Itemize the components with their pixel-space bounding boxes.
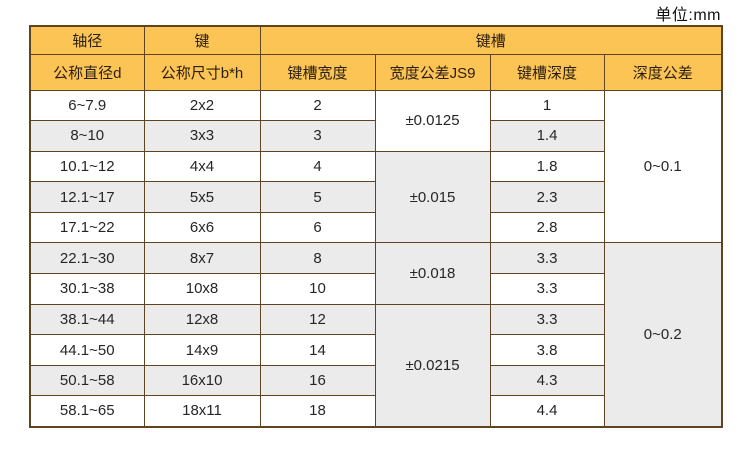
- table-row: 30.1~38 10x8 10 3.3: [29, 273, 722, 305]
- cell-keyway-width: 10: [259, 273, 376, 305]
- cell-keyway-depth: 3.3: [489, 242, 605, 275]
- cell-keyway-depth: 2.3: [489, 181, 605, 213]
- cell-keyway-depth: 4.3: [489, 364, 605, 397]
- header-col-depth-tolerance: 深度公差: [603, 53, 723, 91]
- table-row: 12.1~17 5x5 5 2.3: [29, 181, 722, 213]
- cell-key-size: 16x10: [143, 364, 261, 397]
- cell-diameter: 30.1~38: [29, 273, 145, 305]
- cell-keyway-depth: 1.8: [489, 150, 605, 183]
- cell-keyway-width: 5: [259, 181, 376, 213]
- cell-keyway-width: 12: [259, 303, 376, 336]
- cell-key-size: 3x3: [143, 120, 261, 152]
- cell-keyway-width: 14: [259, 334, 376, 366]
- header-col-keyway-width: 键槽宽度: [259, 53, 376, 91]
- table-body: 6~7.9 2x2 2 ±0.0125 1 0~0.1 8~10 3x3 3 1…: [29, 89, 723, 428]
- cell-key-size: 12x8: [143, 303, 261, 336]
- cell-diameter: 17.1~22: [29, 211, 145, 244]
- table-row: 22.1~30 8x7 8 ±0.018 3.3 0~0.2: [29, 242, 723, 428]
- cell-key-size: 18x11: [143, 395, 261, 428]
- cell-key-size: 10x8: [143, 273, 261, 305]
- cell-diameter: 8~10: [29, 120, 145, 152]
- cell-keyway-width: 16: [259, 364, 376, 397]
- cell-width-tolerance: ±0.015: [374, 150, 491, 244]
- cell-keyway-width: 3: [259, 120, 376, 152]
- cell-key-size: 6x6: [143, 211, 261, 244]
- table-row: 8~10 3x3 3 1.4: [29, 120, 722, 152]
- cell-width-tolerance: ±0.0215: [374, 303, 491, 428]
- cell-diameter: 58.1~65: [29, 395, 145, 428]
- header-col-keyway-depth: 键槽深度: [489, 53, 605, 91]
- header-col-key-size: 公称尺寸b*h: [143, 53, 261, 91]
- cell-key-size: 4x4: [143, 150, 261, 183]
- table-row: 38.1~44 12x8 12 ±0.0215 3.3: [29, 303, 722, 428]
- cell-width-tolerance: ±0.0125: [374, 89, 491, 152]
- table-row: 17.1~22 6x6 6 2.8: [29, 211, 722, 244]
- cell-diameter: 50.1~58: [29, 364, 145, 397]
- cell-keyway-width: 8: [259, 242, 376, 275]
- header-column-row: 公称直径d 公称尺寸b*h 键槽宽度 宽度公差JS9 键槽深度 深度公差: [29, 53, 723, 91]
- cell-keyway-width: 2: [259, 89, 376, 122]
- cell-keyway-width: 4: [259, 150, 376, 183]
- cell-depth-tolerance: 0~0.1: [603, 89, 723, 244]
- cell-keyway-depth: 4.4: [489, 395, 605, 428]
- unit-label: 单位:mm: [655, 7, 721, 24]
- cell-diameter: 10.1~12: [29, 150, 145, 183]
- table-row: 58.1~65 18x11 18 4.4: [29, 395, 722, 428]
- header-group-shaft: 轴径: [29, 25, 145, 55]
- table-row: 50.1~58 16x10 16 4.3: [29, 364, 722, 397]
- cell-diameter: 38.1~44: [29, 303, 145, 336]
- cell-key-size: 2x2: [143, 89, 261, 122]
- cell-keyway-depth: 3.3: [489, 273, 605, 305]
- cell-keyway-width: 18: [259, 395, 376, 428]
- keyway-spec-table: 轴径 键 键槽 公称直径d 公称尺寸b*h 键槽宽度 宽度公差JS9 键槽深度 …: [29, 25, 724, 428]
- header-group-row: 轴径 键 键槽: [29, 25, 723, 55]
- table-row: 44.1~50 14x9 14 3.8: [29, 334, 722, 366]
- table-row: 10.1~12 4x4 4 ±0.015 1.8: [29, 150, 722, 244]
- cell-key-size: 5x5: [143, 181, 261, 213]
- cell-depth-tolerance: 0~0.2: [603, 242, 723, 428]
- cell-key-size: 8x7: [143, 242, 261, 275]
- table-row: 6~7.9 2x2 2 ±0.0125 1 0~0.1: [29, 89, 723, 244]
- cell-keyway-depth: 3.8: [489, 334, 605, 366]
- cell-keyway-depth: 1: [489, 89, 605, 122]
- header-col-width-tolerance: 宽度公差JS9: [374, 53, 491, 91]
- header-group-keyway: 键槽: [259, 25, 723, 55]
- cell-keyway-width: 6: [259, 211, 376, 244]
- cell-keyway-depth: 1.4: [489, 120, 605, 152]
- cell-keyway-depth: 3.3: [489, 303, 605, 336]
- cell-keyway-depth: 2.8: [489, 211, 605, 244]
- header-col-diameter: 公称直径d: [29, 53, 145, 91]
- header-group-key: 键: [143, 25, 261, 55]
- cell-diameter: 22.1~30: [29, 242, 145, 275]
- table-header: 轴径 键 键槽 公称直径d 公称尺寸b*h 键槽宽度 宽度公差JS9 键槽深度 …: [29, 25, 723, 91]
- cell-diameter: 44.1~50: [29, 334, 145, 366]
- cell-diameter: 12.1~17: [29, 181, 145, 213]
- cell-key-size: 14x9: [143, 334, 261, 366]
- cell-diameter: 6~7.9: [29, 89, 145, 122]
- cell-width-tolerance: ±0.018: [374, 242, 491, 305]
